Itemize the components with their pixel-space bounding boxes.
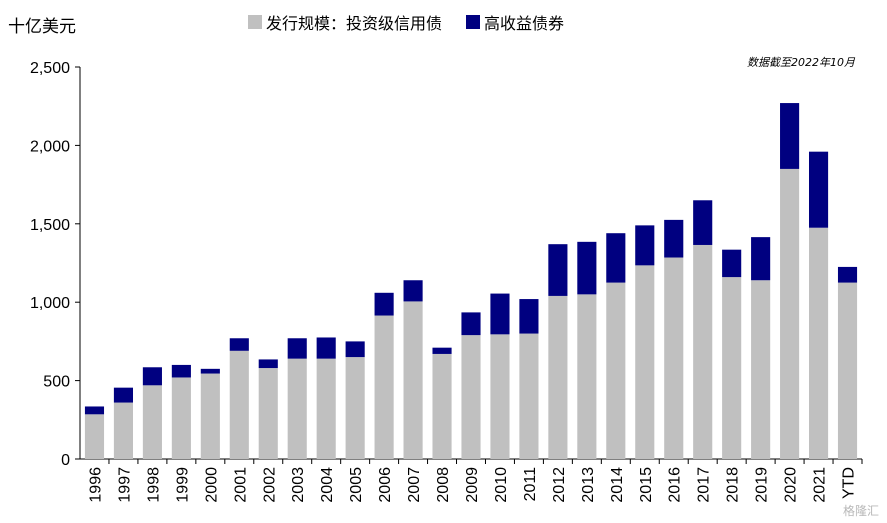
bar-investment-grade — [200, 373, 220, 459]
legend: 发行规模：投资级信用债 高收益债券 — [248, 10, 588, 34]
x-tick-label: 2002 — [261, 467, 278, 503]
bar-investment-grade — [142, 385, 162, 459]
x-tick-label: 1999 — [174, 467, 191, 503]
bar-investment-grade — [113, 402, 134, 459]
bar-investment-grade — [548, 295, 568, 459]
bar-high-yield — [722, 249, 742, 278]
bar-high-yield — [808, 151, 829, 228]
bar-investment-grade — [287, 358, 307, 459]
x-tick-label: 2017 — [696, 467, 713, 503]
legend-swatch-high-yield — [466, 15, 481, 29]
x-tick-label: 2014 — [609, 467, 626, 503]
bar-investment-grade — [345, 357, 365, 459]
bar-investment-grade — [606, 282, 626, 459]
bar-high-yield — [142, 367, 162, 386]
bar-investment-grade — [808, 227, 829, 459]
y-tick-label: 1,000 — [30, 295, 70, 312]
bar-investment-grade — [519, 333, 539, 459]
bar-investment-grade — [722, 277, 742, 459]
bar-high-yield — [461, 312, 481, 336]
bar-investment-grade — [258, 368, 278, 459]
x-tick-label: 2019 — [754, 467, 771, 503]
bar-investment-grade — [751, 280, 771, 459]
bar-investment-grade — [693, 244, 713, 459]
bar-investment-grade — [403, 301, 423, 459]
bar-high-yield — [258, 359, 278, 369]
x-tick-label: YTD — [841, 467, 858, 499]
bar-investment-grade — [577, 294, 597, 459]
bar-high-yield — [635, 225, 655, 266]
x-tick-label: 2000 — [203, 467, 220, 503]
x-tick-label: 1996 — [87, 467, 104, 503]
x-tick-label: 2001 — [232, 467, 249, 503]
bar-high-yield — [751, 237, 771, 281]
legend-item-high-yield: 高收益债券 — [466, 10, 564, 34]
bar-high-yield — [490, 293, 510, 335]
bar-high-yield — [316, 337, 336, 359]
bar-high-yield — [548, 244, 568, 296]
bar-investment-grade — [635, 265, 655, 459]
x-tick-label: 2015 — [638, 467, 655, 503]
bar-high-yield — [171, 364, 191, 378]
x-tick-label: 2008 — [435, 467, 452, 503]
bar-high-yield — [693, 200, 713, 245]
x-tick-label: 2010 — [493, 467, 510, 503]
y-tick-label: 500 — [43, 374, 70, 391]
bar-investment-grade — [780, 168, 800, 460]
x-tick-label: 2003 — [290, 467, 307, 503]
bar-high-yield — [287, 338, 307, 359]
data-note: 数据截至2022年10月 — [747, 56, 855, 69]
bar-investment-grade — [432, 353, 452, 459]
bar-investment-grade — [461, 335, 481, 459]
bar-high-yield — [780, 103, 800, 169]
y-tick-label: 1,500 — [30, 217, 70, 234]
bar-high-yield — [200, 368, 220, 374]
legend-item-investment-grade: 发行规模：投资级信用债 — [248, 10, 442, 34]
x-tick-label: 1998 — [145, 467, 162, 503]
bar-investment-grade — [171, 377, 191, 459]
x-tick-label: 2006 — [377, 467, 394, 503]
x-tick-label: 2004 — [319, 467, 336, 503]
bar-high-yield — [519, 299, 539, 334]
x-tick-label: 2011 — [522, 467, 539, 502]
bar-high-yield — [432, 347, 452, 354]
bar-high-yield — [374, 292, 394, 316]
y-axis-unit-label: 十亿美元 — [8, 17, 76, 37]
x-tick-label: 2013 — [580, 467, 597, 503]
x-tick-label: 2005 — [348, 467, 365, 503]
x-tick-label: 2007 — [406, 467, 423, 503]
legend-label-investment-grade: 发行规模：投资级信用债 — [266, 14, 443, 33]
bar-high-yield — [577, 241, 597, 295]
x-tick-label: 2016 — [667, 467, 684, 503]
bar-high-yield — [837, 266, 858, 283]
x-tick-label: 2012 — [551, 467, 568, 503]
bar-investment-grade — [374, 315, 394, 459]
bar-investment-grade — [316, 358, 336, 459]
y-tick-label: 2,000 — [30, 138, 70, 155]
legend-label-high-yield: 高收益债券 — [484, 14, 565, 33]
bar-high-yield — [229, 338, 249, 351]
bar-investment-grade — [84, 414, 105, 459]
bar-high-yield — [345, 341, 365, 358]
watermark: 格隆汇 — [842, 504, 879, 518]
bar-high-yield — [606, 233, 626, 283]
x-tick-label: 2020 — [783, 467, 800, 503]
bar-high-yield — [84, 406, 105, 415]
bar-high-yield — [113, 387, 134, 403]
bar-investment-grade — [664, 257, 684, 459]
bar-investment-grade — [837, 282, 858, 459]
bar-high-yield — [664, 219, 684, 258]
bar-high-yield — [403, 280, 423, 302]
x-tick-label: 2021 — [812, 467, 829, 503]
x-tick-label: 1997 — [116, 467, 133, 503]
y-tick-label: 0 — [61, 452, 70, 469]
bar-investment-grade — [490, 334, 510, 459]
x-tick-label: 2018 — [725, 467, 742, 503]
y-tick-label: 2,500 — [30, 60, 70, 77]
legend-swatch-investment-grade — [248, 15, 262, 29]
x-tick-label: 2009 — [464, 467, 481, 503]
bar-investment-grade — [229, 350, 249, 459]
